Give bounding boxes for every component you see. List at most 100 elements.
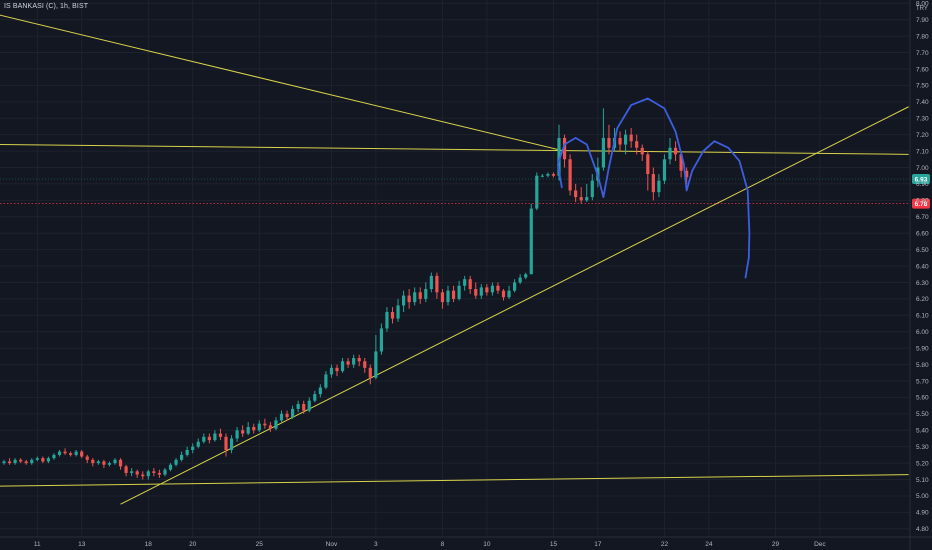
candle-body: [57, 451, 62, 455]
candle-body: [485, 287, 489, 293]
candle-body: [435, 275, 439, 293]
x-tick-label: 20: [189, 541, 197, 548]
y-tick-label: 7.60: [916, 66, 929, 73]
candle-body: [257, 423, 261, 431]
candle-body: [624, 134, 628, 145]
candle-body: [562, 137, 567, 160]
candle-body: [546, 174, 550, 176]
y-tick-label: 5.90: [916, 345, 929, 352]
chart-title: IS BANKASI (C), 1h, BIST: [4, 3, 89, 10]
candle-body: [296, 403, 300, 409]
candle-body: [30, 459, 34, 464]
candle-body: [413, 292, 417, 303]
candle-body: [479, 287, 483, 296]
candle-body: [402, 295, 406, 306]
candle-body: [157, 472, 161, 475]
candle-body: [390, 312, 395, 319]
y-tick-label: 5.20: [916, 460, 929, 467]
candle-body: [585, 197, 589, 201]
time-axis[interactable]: 11 13 18 20 25 Nov 3 8 10 15 17 22 24 29 Dec: [0, 536, 932, 548]
candle-body: [685, 170, 689, 178]
y-tick-label: 6.50: [916, 247, 929, 254]
candle-body: [468, 279, 472, 290]
candle-body: [379, 328, 383, 352]
candle-body: [646, 154, 650, 175]
candle-body: [418, 292, 422, 299]
candle-body: [279, 413, 284, 421]
candle-body: [268, 425, 272, 429]
candle-body: [113, 459, 117, 464]
trend-line: [0, 14, 565, 152]
y-tick-label: 7.20: [916, 132, 929, 139]
grid: [0, 0, 910, 537]
alert-price-tag: [912, 198, 930, 209]
candle-body: [335, 367, 339, 372]
candle-body: [85, 456, 89, 460]
candle-body: [263, 423, 267, 426]
y-tick-label: 4.80: [916, 526, 929, 533]
y-tick-label: 7.30: [916, 116, 929, 123]
candle-body: [352, 358, 356, 365]
candle-body: [96, 461, 100, 464]
x-tick-label: 17: [594, 541, 602, 548]
trend-line: [120, 106, 909, 505]
candle-body: [313, 394, 317, 401]
pattern-curve: [557, 97, 751, 279]
candles: [2, 108, 689, 480]
candle-body: [568, 159, 572, 191]
candle-body: [424, 289, 428, 299]
y-tick-label: 6.60: [916, 230, 929, 237]
candle-body: [529, 208, 533, 275]
last-price-tag-text: 6.93: [915, 176, 928, 183]
candle-body: [368, 367, 372, 378]
x-tick-label: 11: [34, 541, 41, 548]
x-tick-label: 22: [661, 541, 669, 548]
candle-body: [2, 461, 6, 464]
y-tick-label: 6.70: [916, 214, 929, 221]
candle-body: [540, 175, 544, 177]
candle-body: [69, 453, 73, 455]
candle-body: [657, 180, 661, 193]
price-axis[interactable]: 4.80 4.90 5.00 5.10 5.20 5.30 5.40 5.50 5.60 5.70…: [909, 0, 929, 550]
candle-body: [324, 374, 328, 388]
candle-body: [224, 436, 228, 450]
candle-body: [274, 420, 278, 429]
currency-label: TRY: [916, 6, 928, 12]
y-tick-label: 6.30: [916, 280, 929, 287]
trend-line: [0, 474, 909, 487]
candle-body: [507, 290, 511, 298]
candle-body: [374, 351, 378, 378]
candle-body: [557, 137, 561, 176]
candle-body: [229, 438, 234, 450]
candle-body: [196, 441, 200, 447]
candle-body: [673, 147, 678, 155]
candle-body: [513, 282, 517, 291]
candle-body: [551, 174, 556, 176]
candle-body: [191, 446, 195, 450]
candle-body: [235, 430, 239, 439]
candle-body: [252, 426, 256, 431]
candle-body: [640, 147, 644, 155]
candle-body: [629, 134, 633, 142]
candle-body: [496, 285, 500, 291]
candle-body: [7, 461, 12, 464]
x-tick-label: Dec: [814, 541, 826, 548]
candle-body: [607, 137, 611, 148]
x-tick-label: 13: [78, 541, 86, 548]
candle-body: [130, 471, 134, 473]
candle-body: [518, 277, 522, 283]
candle-body: [396, 305, 400, 319]
y-tick-label: 4.90: [916, 510, 929, 517]
candle-body: [357, 358, 361, 362]
candle-body: [63, 451, 67, 454]
candle-body: [213, 433, 217, 441]
y-tick-label: 7.90: [916, 17, 929, 24]
y-tick-label: 5.10: [916, 477, 929, 484]
y-tick-label: 7.80: [916, 33, 929, 40]
x-tick-label: 18: [145, 541, 153, 548]
candle-body: [118, 459, 123, 467]
x-tick-label: 25: [256, 541, 264, 548]
trendlines: [0, 14, 909, 505]
